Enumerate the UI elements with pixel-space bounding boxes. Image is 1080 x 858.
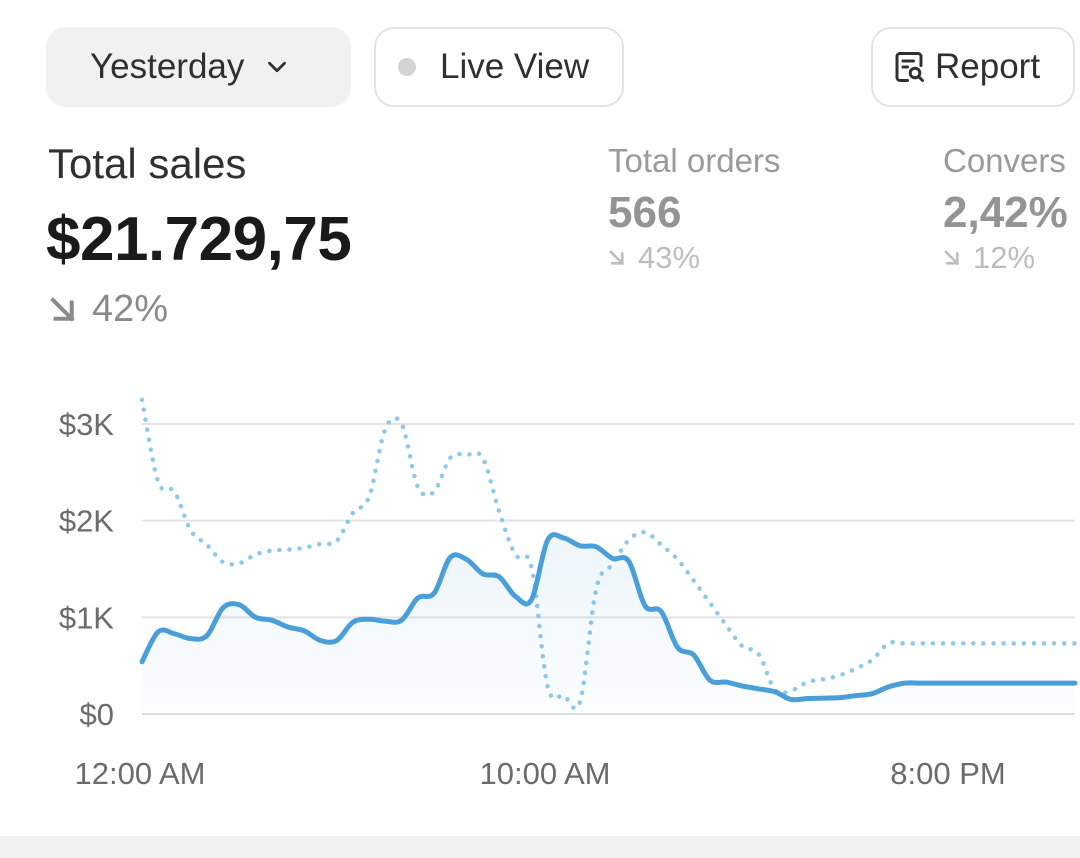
x-tick-label: 12:00 AM: [75, 756, 206, 791]
arrow-down-right-icon: [944, 250, 960, 266]
sales-line-chart: $3K $2K $1K $0 12:00 AM 10:00 AM 8:00 PM: [59, 397, 1078, 791]
date-range-dropdown[interactable]: Yesterday: [46, 27, 351, 107]
current-series-line: [139, 532, 1078, 703]
total-sales-value: $21.729,75: [46, 205, 352, 274]
y-tick-label: $3K: [59, 407, 114, 442]
x-tick-label: 8:00 PM: [890, 756, 1005, 791]
arrow-down-right-icon: [50, 296, 75, 322]
total-orders-value: 566: [608, 188, 682, 237]
live-view-label: Live View: [440, 47, 590, 86]
y-tick-label: $2K: [59, 504, 114, 539]
total-orders-label: Total orders: [608, 142, 781, 179]
total-orders-change: 43%: [608, 240, 780, 276]
x-axis-ticks: 12:00 AM 10:00 AM 8:00 PM: [75, 756, 1006, 791]
total-sales-change: 42%: [48, 288, 168, 331]
y-tick-label: $0: [80, 697, 114, 732]
date-range-label: Yesterday: [90, 47, 245, 86]
y-axis-ticks: $3K $2K $1K $0: [59, 407, 114, 732]
conversion-change-value: 12%: [973, 240, 1036, 275]
footer-divider: [0, 836, 1080, 858]
chart-series: [139, 397, 1078, 714]
report-label: Report: [935, 47, 1041, 86]
chevron-down-icon: [268, 61, 287, 73]
status-dot-icon: [398, 58, 416, 76]
total-orders-change-value: 43%: [638, 240, 701, 275]
total-sales-label: Total sales: [48, 140, 247, 187]
x-tick-label: 10:00 AM: [480, 756, 611, 791]
y-tick-label: $1K: [59, 600, 114, 635]
series-area-fill: [142, 534, 1075, 714]
report-search-icon: [895, 52, 924, 82]
arrow-down-right-icon: [609, 250, 625, 266]
live-view-button[interactable]: Live View: [374, 27, 624, 107]
conversion-change: 12%: [943, 240, 1068, 276]
report-button[interactable]: Report: [871, 27, 1075, 107]
conversion-metric[interactable]: Convers 2,42% 12%: [943, 142, 1068, 276]
total-sales-change-value: 42%: [92, 288, 169, 330]
conversion-label: Convers: [943, 142, 1066, 179]
total-orders-metric[interactable]: Total orders 566 43%: [608, 142, 780, 276]
conversion-value: 2,42%: [943, 188, 1068, 237]
